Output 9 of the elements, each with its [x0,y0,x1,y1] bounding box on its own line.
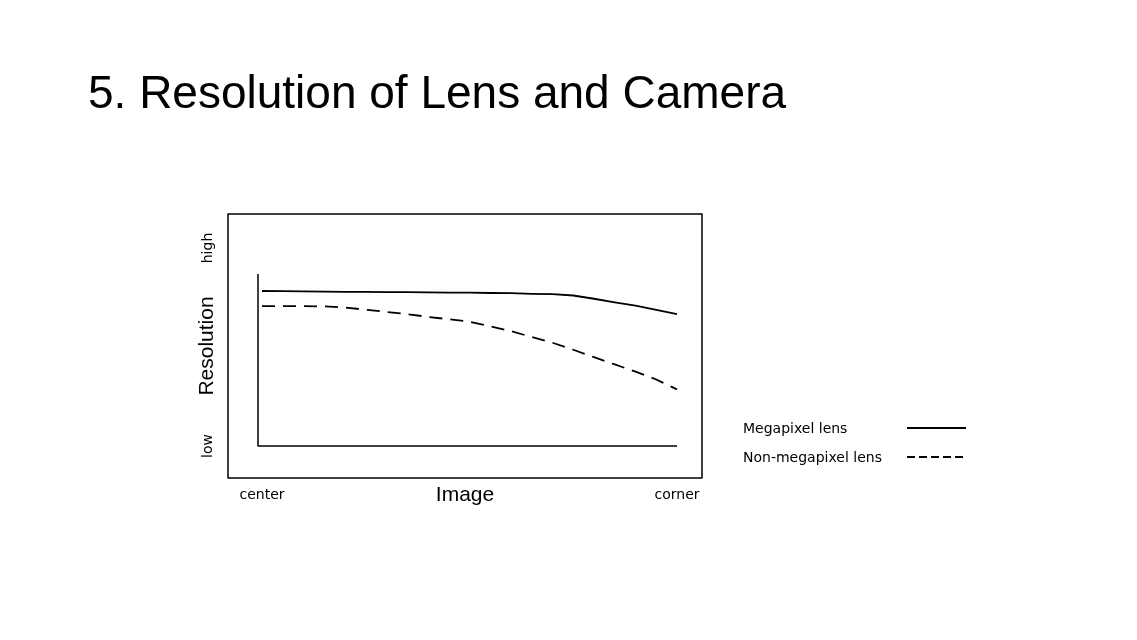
x-tick-label: center [239,485,285,502]
text: high [198,232,215,264]
text: Megapixel lens [743,420,849,436]
text: low [198,434,215,458]
x-axis-title: Image [435,481,495,505]
legend-label: Non-megapixel lens [743,449,883,465]
x-tick-label: corner [654,485,700,502]
y-axis-title: Resolution [193,296,217,396]
chart-title: 5. Resolution of Lens and Camera [88,65,787,119]
